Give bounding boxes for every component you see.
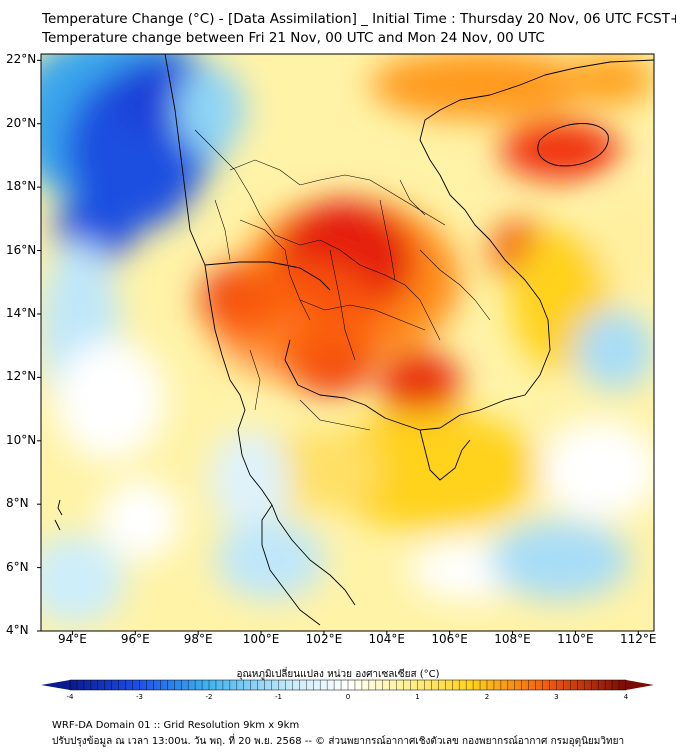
lat-label: 18°N <box>6 179 37 194</box>
lat-label: 14°N <box>6 305 37 320</box>
footer-update-info: ปรับปรุงข้อมูล ณ เวลา 13:00น. วัน พฤ. ที… <box>52 736 625 747</box>
footer-model-info: WRF-DA Domain 01 :: Grid Resolution 9km … <box>52 720 300 731</box>
map-title: Temperature Change (°C) - [Data Assimila… <box>42 11 676 27</box>
lat-label: 10°N <box>6 432 37 447</box>
colorbar-tick: -3 <box>136 693 143 701</box>
temperature-change-map <box>37 53 655 691</box>
lat-label: 22°N <box>6 52 37 67</box>
colorbar-divisions <box>76 680 620 690</box>
lon-label: 110°E <box>557 632 594 646</box>
lon-label: 112°E <box>620 632 657 646</box>
map-frame <box>40 53 655 632</box>
colorbar-label: อุณหภูมิเปลี่ยนแปลง หน่วย องศาเซลเซียส (… <box>236 669 440 680</box>
lat-label: 16°N <box>6 242 37 257</box>
lat-label: 12°N <box>6 369 37 384</box>
colorbar-tick: 3 <box>554 693 559 701</box>
lon-label: 98°E <box>183 632 213 646</box>
colorbar-min-extension <box>41 680 70 690</box>
colorbar-tick: -4 <box>66 693 74 701</box>
colorbar-tick: 2 <box>484 693 490 701</box>
lon-label: 100°E <box>242 632 280 646</box>
axis-ticks <box>37 59 639 635</box>
map-subtitle: Temperature change between Fri 21 Nov, 0… <box>42 30 545 46</box>
colorbar-tick: -2 <box>205 693 213 701</box>
colorbar-tick: -1 <box>275 693 282 701</box>
coastlines <box>54 54 654 626</box>
lat-label: 4°N <box>6 623 29 637</box>
lon-label: 96°E <box>120 632 150 646</box>
colorbar-tick: 4 <box>623 693 629 701</box>
colorbar-tick: 1 <box>415 693 420 701</box>
lon-label: 102°E <box>305 632 343 646</box>
colorbar-max-extension <box>626 680 654 690</box>
internal-borders <box>194 129 491 431</box>
lon-label: 104°E <box>368 632 406 646</box>
lon-label: 108°E <box>494 632 531 646</box>
lon-label: 106°E <box>431 632 468 646</box>
lat-label: 6°N <box>6 559 29 574</box>
lat-label: 8°N <box>6 496 29 511</box>
lat-label: 20°N <box>6 115 37 130</box>
field-layer <box>41 54 654 631</box>
lon-label: 94°E <box>57 632 87 646</box>
colorbar-tick: 0 <box>345 693 351 701</box>
